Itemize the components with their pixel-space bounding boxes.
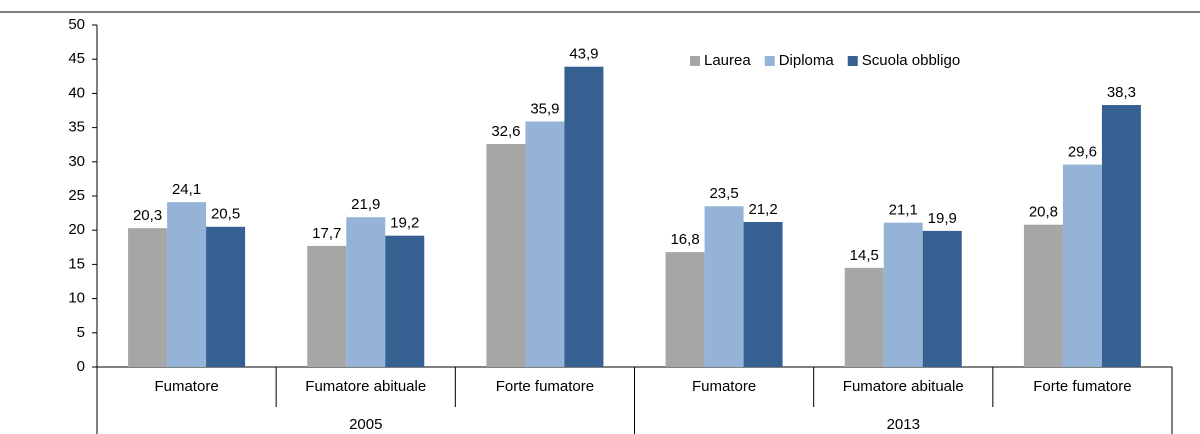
data-label: 21,1 [889,202,918,219]
x-tick-label: Forte fumatore [496,378,594,395]
legend-swatch [690,56,700,66]
y-tick-label: 20 [68,221,85,238]
bar [564,66,604,367]
legend-swatch [847,56,858,66]
y-tick-label: 35 [68,119,85,136]
x-tick-label: Fumatore [154,378,218,395]
bar [525,121,565,367]
y-tick-label: 30 [68,153,85,170]
bar [385,235,425,367]
bar [486,144,526,367]
legend-label: Scuola obbligo [862,52,960,69]
data-label: 43,9 [569,46,598,63]
data-label: 21,2 [748,201,777,218]
data-label: 21,9 [351,196,380,213]
data-label: 20,3 [133,207,162,224]
legend-swatch [764,56,775,66]
y-tick-label: 10 [68,290,85,307]
y-tick-label: 5 [77,324,85,341]
y-tick-label: 50 [68,16,85,33]
y-tick-label: 25 [68,187,85,204]
legend-label: Diploma [779,52,835,69]
legend-label: Laurea [704,52,751,69]
group-label: 2005 [349,416,382,433]
bar [704,206,744,367]
bar [128,228,168,367]
y-tick-label: 40 [68,84,85,101]
data-label: 35,9 [530,100,559,117]
bar [1062,164,1102,367]
data-label: 19,9 [928,210,957,227]
data-label: 23,5 [709,185,738,202]
bar [307,245,347,367]
bar [743,221,783,367]
y-tick-label: 45 [68,50,85,67]
data-label: 38,3 [1107,84,1136,101]
group-label: 2013 [887,416,920,433]
bar [1023,224,1063,367]
data-label: 20,5 [211,206,240,223]
x-tick-label: Fumatore abituale [305,378,426,395]
data-label: 14,5 [850,247,879,264]
data-label: 24,1 [172,181,201,198]
bar [206,226,246,367]
bar [665,252,705,367]
y-tick-label: 15 [68,255,85,272]
bar [922,230,962,367]
data-label: 29,6 [1068,144,1097,161]
data-label: 16,8 [670,231,699,248]
bar [346,217,386,367]
bar [167,202,207,367]
bar [844,267,884,367]
bar [883,222,923,367]
x-tick-label: Fumatore [692,378,756,395]
x-tick-label: Forte fumatore [1033,378,1131,395]
data-label: 17,7 [312,225,341,242]
data-label: 19,2 [390,215,419,232]
x-tick-label: Fumatore abituale [843,378,964,395]
data-label: 20,8 [1029,204,1058,221]
data-label: 32,6 [491,123,520,140]
y-tick-label: 0 [77,358,85,375]
bar [1101,105,1141,367]
